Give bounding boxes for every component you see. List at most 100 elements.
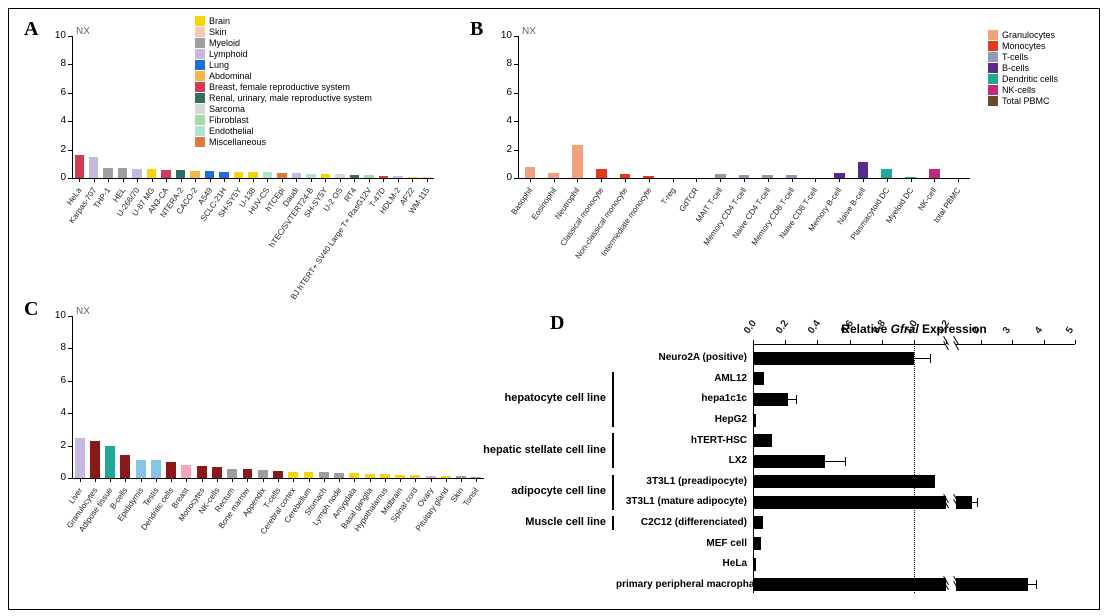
y-tick-label: 8 [46, 58, 66, 69]
legend-swatch [195, 115, 205, 125]
y-axis-title: NX [76, 306, 90, 317]
legend-label: Abdominal [209, 71, 252, 81]
bar [753, 537, 761, 550]
legend-row: Brain [195, 16, 445, 26]
legend-row: Total PBMC [988, 96, 1088, 106]
legend-label: T-cells [1002, 52, 1028, 62]
y-tick-label: 2 [46, 144, 66, 155]
legend-swatch [988, 30, 998, 40]
legend-swatch [195, 27, 205, 37]
y-tick-label: 6 [46, 87, 66, 98]
bar-naive-b-cell [858, 162, 869, 178]
bar [753, 434, 772, 447]
category-bar [612, 516, 614, 531]
x-axis-left [753, 344, 946, 345]
row-label: Neuro2A (positive) [616, 352, 747, 363]
legend-swatch [988, 52, 998, 62]
bar-plasmacytoid-dc [881, 169, 892, 178]
legend-label: Sarcoma [209, 104, 245, 114]
axis-break-right [951, 337, 961, 351]
legend-label: Lymphoid [209, 49, 248, 59]
bar-neutrophil [572, 145, 583, 178]
legend-label: Endothelial [209, 126, 254, 136]
bar-liver [75, 438, 85, 478]
y-tick-label: 10 [492, 30, 512, 41]
legend-label: Granulocytes [1002, 30, 1055, 40]
error-bar [788, 399, 796, 400]
panel-label-b: B [470, 18, 483, 41]
y-axis-title: NX [76, 26, 90, 37]
legend-swatch [195, 104, 205, 114]
legend-row: Renal, urinary, male reproductive system [195, 93, 445, 103]
row-label: AML12 [616, 373, 747, 384]
legend-row: Lung [195, 60, 445, 70]
legend-swatch [195, 93, 205, 103]
bar-nk-cell [929, 169, 940, 178]
bar-testis [151, 460, 161, 478]
legend-row: Myeloid [195, 38, 445, 48]
bar-nk-cells [212, 467, 222, 478]
legend-swatch [195, 16, 205, 26]
y-tick-label: 10 [46, 310, 66, 321]
y-tick-label: 6 [46, 375, 66, 386]
bar-b-cells [120, 455, 130, 478]
y-tick-label: 4 [492, 115, 512, 126]
legend-swatch [195, 126, 205, 136]
bar [753, 475, 935, 488]
bar-breast [181, 465, 191, 478]
bar-seg1 [753, 496, 946, 509]
legend-swatch [195, 71, 205, 81]
bar-dendritic-cells [166, 462, 176, 478]
chart-c: NX0246810LiverGranulocytesAdipose tissue… [44, 308, 484, 478]
legend-row: Abdominal [195, 71, 445, 81]
legend-row: Dendritic cells [988, 74, 1088, 84]
bar-thp-1 [103, 168, 112, 178]
legend-label: Skin [209, 27, 227, 37]
y-tick-label: 10 [46, 30, 66, 41]
bar-seg2 [956, 578, 1028, 591]
bar-an3-ca [161, 170, 170, 178]
bar [753, 372, 764, 385]
row-label: LX2 [616, 455, 747, 466]
row-label: 3T3L1 (mature adipocyte) [616, 496, 747, 507]
bar-hela [75, 155, 84, 178]
legend-label: Total PBMC [1002, 96, 1050, 106]
bar-adipose-tissue [105, 446, 115, 478]
legend-swatch [195, 82, 205, 92]
category-bar [612, 433, 614, 468]
legend-row: Miscellaneous [195, 137, 445, 147]
legend-b: GranulocytesMonocytesT-cellsB-cellsDendr… [988, 30, 1088, 107]
row-label: HeLa [616, 558, 747, 569]
bar-ntera-2 [176, 170, 185, 178]
legend-swatch [195, 38, 205, 48]
y-tick-label: 2 [492, 144, 512, 155]
panel-label-a: A [24, 18, 38, 41]
bar [753, 393, 788, 406]
bar [753, 455, 825, 468]
y-axis-title: NX [522, 26, 536, 37]
bar-a549 [205, 171, 214, 178]
legend-label: Dendritic cells [1002, 74, 1058, 84]
category-label: hepatic stellate cell line [448, 444, 606, 456]
bar-hel [118, 168, 127, 178]
category-label: Muscle cell line [448, 516, 606, 528]
bar-caco-2 [190, 171, 199, 178]
legend-swatch [195, 60, 205, 70]
error-bar [825, 461, 844, 462]
legend-swatch [988, 63, 998, 73]
y-tick-label: 0 [492, 172, 512, 183]
legend-swatch [988, 41, 998, 51]
reference-line [914, 344, 915, 593]
row-label: hTERT-HSC [616, 435, 747, 446]
row-label: MEF cell [616, 538, 747, 549]
bar [753, 516, 763, 529]
legend-row: Breast, female reproductive system [195, 82, 445, 92]
chart-d-title: Relative Gfral Expression [753, 322, 1075, 336]
legend-row: NK-cells [988, 85, 1088, 95]
y-tick-label: 8 [46, 342, 66, 353]
legend-swatch [988, 74, 998, 84]
bar-seg1 [753, 578, 946, 591]
legend-a: BrainSkinMyeloidLymphoidLungAbdominalBre… [195, 16, 445, 148]
bar [753, 414, 756, 427]
legend-swatch [988, 96, 998, 106]
